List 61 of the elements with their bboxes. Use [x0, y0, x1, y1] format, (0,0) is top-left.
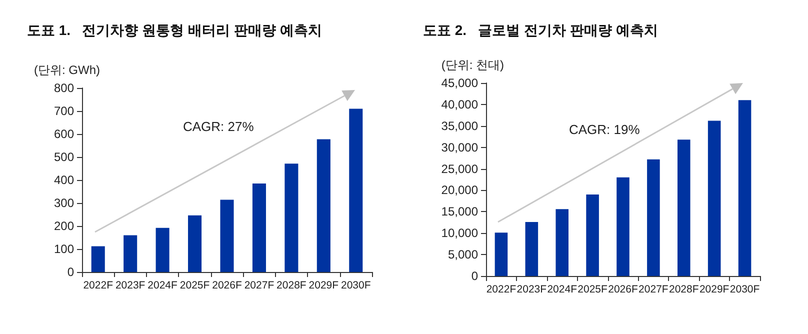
x-tick-label: 2023F — [115, 280, 146, 292]
x-tick-label: 2026F — [212, 280, 242, 292]
bar — [708, 120, 721, 276]
bar — [91, 246, 105, 272]
y-tick-label: 45,000 — [441, 76, 478, 90]
bar — [556, 209, 569, 276]
x-tick-label: 2024F — [148, 280, 178, 292]
x-tick-label: 2029F — [308, 280, 339, 292]
y-tick-label: 800 — [54, 81, 74, 95]
y-tick-label: 10,000 — [441, 226, 478, 240]
y-axis-title: (단위: GWh) — [34, 63, 100, 77]
y-tick-label: 500 — [54, 150, 74, 164]
chart-title: 도표 1. 전기차향 원통형 배터리 판매량 예측치 — [27, 22, 322, 38]
y-tick-label: 20,000 — [441, 183, 478, 198]
y-tick-label: 5,000 — [448, 248, 478, 262]
chart-title: 도표 2. 글로벌 전기차 판매량 예측치 — [423, 22, 658, 38]
x-tick-label: 2025F — [180, 280, 210, 292]
y-tick-label: 25,000 — [441, 162, 478, 176]
y-tick-label: 40,000 — [441, 97, 478, 112]
x-tick-label: 2028F — [276, 280, 306, 292]
x-tick-label: 2027F — [638, 284, 668, 296]
x-tick-label: 2023F — [516, 284, 547, 296]
x-tick-label: 2024F — [547, 284, 577, 296]
bar — [284, 164, 298, 272]
bar — [738, 100, 752, 276]
y-tick-label: 0 — [67, 265, 74, 279]
bar — [188, 215, 202, 272]
bar — [220, 200, 234, 272]
bar — [349, 108, 363, 272]
x-tick-label: 2022F — [83, 280, 113, 292]
y-tick-label: 35,000 — [441, 118, 478, 133]
x-tick-label: 2028F — [669, 284, 699, 296]
y-tick-label: 300 — [54, 196, 74, 210]
bar — [316, 139, 330, 272]
annotation: CAGR: 19% — [569, 122, 640, 137]
y-tick-label: 0 — [471, 269, 478, 283]
annotation: CAGR: 27% — [183, 119, 254, 134]
bar — [156, 228, 170, 272]
x-tick-label: 2030F — [730, 284, 760, 296]
bar — [525, 222, 538, 276]
bar — [586, 194, 599, 276]
x-tick-label: 2027F — [244, 280, 274, 292]
y-tick-label: 15,000 — [441, 204, 478, 219]
y-axis-title: (단위: 천대) — [441, 58, 504, 72]
bar — [252, 183, 266, 272]
y-tick-label: 700 — [54, 104, 74, 118]
x-tick-label: 2026F — [608, 284, 638, 296]
bar — [124, 235, 138, 272]
y-tick-label: 400 — [54, 173, 74, 187]
bar — [677, 140, 690, 276]
x-tick-label: 2025F — [578, 284, 608, 296]
y-tick-label: 30,000 — [441, 140, 478, 154]
x-tick-label: 2030F — [341, 280, 371, 292]
x-tick-label: 2022F — [486, 284, 516, 296]
x-tick-label: 2029F — [699, 284, 730, 296]
bar — [494, 232, 508, 276]
y-tick-label: 200 — [54, 219, 74, 233]
y-tick-label: 100 — [54, 242, 74, 256]
y-tick-label: 600 — [54, 127, 74, 141]
bar — [647, 159, 660, 276]
bar — [616, 177, 630, 276]
